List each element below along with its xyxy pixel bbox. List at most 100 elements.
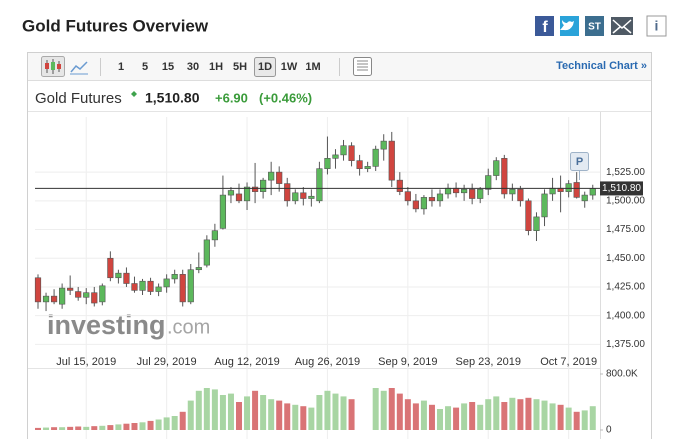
stocktwits-glyph: ST <box>588 22 601 33</box>
timeframe[interactable]: 1W <box>281 61 298 73</box>
volume-bar <box>67 426 74 430</box>
volume-bar <box>91 426 98 430</box>
candle-body <box>541 193 548 218</box>
candle-body <box>187 269 194 303</box>
candle-body <box>364 166 371 169</box>
last-price-box <box>600 181 643 196</box>
candle-body <box>469 189 476 199</box>
volume-bar <box>300 406 307 430</box>
timeframe[interactable]: 30 <box>187 61 199 73</box>
candle-body <box>380 140 387 150</box>
y2-tick-label: 800.0K <box>606 369 638 380</box>
line-icon[interactable] <box>70 61 88 73</box>
volume-bar <box>195 390 202 430</box>
candle-body <box>139 280 146 291</box>
volume-bar <box>147 420 154 430</box>
volume-bar <box>276 400 283 430</box>
volume-bar <box>509 397 516 430</box>
quote-name: Gold Futures <box>35 90 122 107</box>
volume-bar <box>219 395 226 430</box>
volume-bar <box>412 403 419 430</box>
candle-glyph-body <box>45 63 49 69</box>
timeframe[interactable]: 1M <box>305 61 320 73</box>
candle-body <box>493 160 500 176</box>
volume-bar <box>59 427 66 430</box>
facebook-icon[interactable] <box>535 16 554 36</box>
timeframe[interactable]: 5 <box>142 61 148 73</box>
candle-body <box>251 186 259 192</box>
volume-bar <box>236 402 242 430</box>
candle-body <box>340 145 347 156</box>
candle-body <box>235 193 243 202</box>
p-marker-label: P <box>576 156 583 168</box>
y-tick-label: 1,450.00 <box>606 253 645 264</box>
candle-body <box>517 189 524 202</box>
candle-body <box>115 272 122 279</box>
y-tick-label: 1,500.00 <box>606 195 645 206</box>
candle-body <box>292 192 299 202</box>
candle-body <box>533 216 540 231</box>
candle-body <box>34 277 42 303</box>
volume-bar <box>179 411 186 430</box>
x-tick-label: Oct 7, 2019 <box>540 356 597 368</box>
volume-bar <box>437 409 443 430</box>
x-tick-label: Sep 9, 2019 <box>378 356 437 368</box>
candle-body <box>75 291 82 298</box>
watermark: investing <box>47 310 166 340</box>
p-marker[interactable] <box>570 152 589 171</box>
technical-chart-link[interactable]: Technical Chart » <box>556 60 647 72</box>
candle-body <box>42 295 50 303</box>
volume-bar <box>549 403 556 430</box>
timeframe[interactable]: 1H <box>209 61 223 73</box>
volume-bar <box>485 399 492 430</box>
timeframe[interactable]: 5H <box>233 61 247 73</box>
volume-bar <box>51 427 58 430</box>
quote-price: 1,510.80 <box>145 90 200 106</box>
volume-bar <box>75 426 82 430</box>
candle-body <box>461 189 468 194</box>
volume-bar <box>461 403 468 430</box>
volume-bar <box>163 417 170 430</box>
info-glyph: i <box>655 18 659 34</box>
candle-body <box>227 190 235 196</box>
candle-body <box>356 160 363 169</box>
volume-bar <box>35 427 41 430</box>
candle-body <box>573 182 580 198</box>
candle-body <box>420 197 428 210</box>
timeframe[interactable]: 15 <box>162 61 174 73</box>
x-tick-label: Sep 23, 2019 <box>456 356 521 368</box>
volume-bar <box>469 402 476 430</box>
y-tick-label: 1,400.00 <box>606 310 645 321</box>
candle-body <box>477 189 484 199</box>
volume-bar <box>428 404 435 430</box>
candle-body <box>565 183 572 192</box>
candle-body <box>404 191 411 202</box>
volume-bar <box>332 393 339 430</box>
volume-bar <box>517 399 524 430</box>
timeframe[interactable]: 1D <box>258 61 272 73</box>
last-price-label: 1,510.80 <box>602 183 641 194</box>
volume-bar <box>252 390 259 430</box>
selected-frame[interactable] <box>254 57 276 77</box>
info-icon[interactable] <box>646 15 667 37</box>
y2-tick-label: 0 <box>606 425 612 436</box>
candle-body <box>501 158 508 195</box>
volume-bar <box>348 399 355 430</box>
volume-bar <box>501 402 508 430</box>
candle-body <box>107 257 114 279</box>
volume-bar <box>139 422 146 430</box>
y-tick-label: 1,425.00 <box>606 282 645 293</box>
candle-body <box>155 286 162 292</box>
volume-bar <box>244 396 251 430</box>
volume-bar <box>211 389 218 430</box>
timeframe[interactable]: 1 <box>118 61 124 73</box>
quote-change: +6.90 <box>215 90 248 105</box>
stocktwits-icon[interactable] <box>585 16 604 36</box>
candle-body <box>428 197 436 202</box>
candle-body <box>131 283 138 291</box>
volume-bar <box>453 407 460 430</box>
candle-body <box>316 168 323 202</box>
volume-bar <box>268 399 275 430</box>
x-tick-label: Aug 12, 2019 <box>214 356 279 368</box>
